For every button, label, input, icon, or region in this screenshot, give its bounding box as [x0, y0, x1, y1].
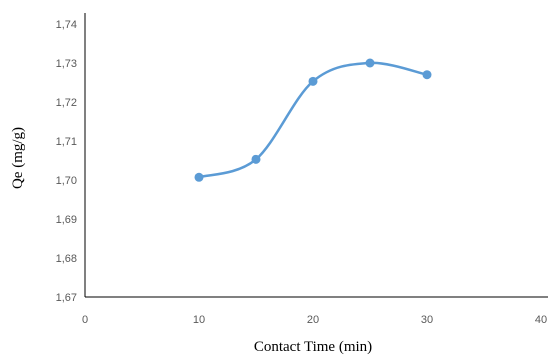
data-point [251, 154, 261, 164]
y-tick-label: 1,68 [56, 253, 77, 265]
data-point [422, 70, 432, 80]
x-tick-label: 30 [421, 314, 433, 326]
x-axis-tick-labels: 0 10 20 30 40 [82, 314, 547, 326]
x-tick-label: 0 [82, 314, 88, 326]
y-axis-tick-labels: 1,67 1,68 1,69 1,70 1,71 1,72 1,73 1,74 [56, 19, 77, 304]
x-tick-label: 40 [535, 314, 547, 326]
y-tick-label: 1,70 [56, 175, 77, 187]
y-axis-title: Qe (mg/g) [10, 127, 26, 189]
x-tick-label: 10 [193, 314, 205, 326]
series-layer [194, 58, 432, 182]
data-point [308, 76, 318, 86]
data-point [365, 58, 375, 68]
x-tick-label: 20 [307, 314, 319, 326]
y-tick-label: 1,73 [56, 58, 77, 70]
y-tick-label: 1,72 [56, 97, 77, 109]
y-tick-label: 1,74 [56, 19, 77, 31]
x-axis-title: Contact Time (min) [254, 339, 372, 355]
data-point [194, 172, 204, 182]
y-tick-label: 1,71 [56, 136, 77, 148]
y-tick-label: 1,67 [56, 292, 77, 304]
y-tick-label: 1,69 [56, 214, 77, 226]
